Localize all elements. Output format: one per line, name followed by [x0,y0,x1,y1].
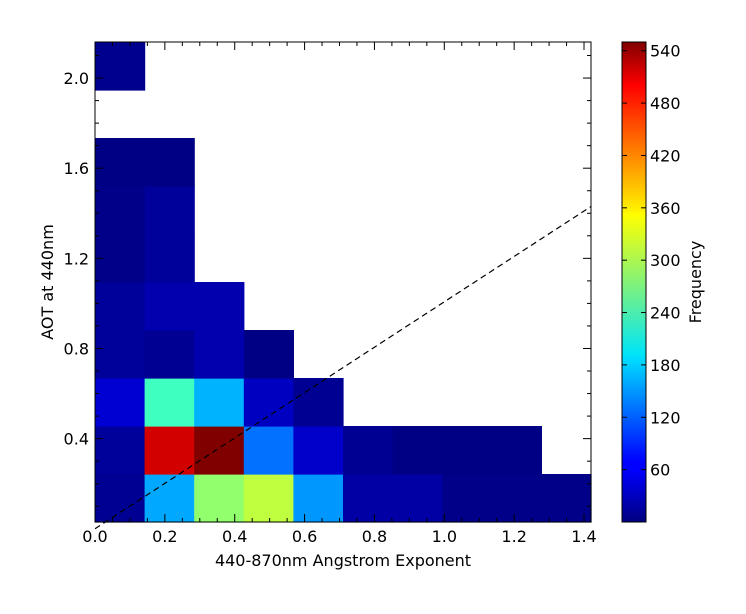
heatmap-cell [243,378,294,427]
x-axis: 0.0 0.2 0.4 0.6 0.8 1.0 1.2 1.4 [82,42,597,546]
x-tick-label: 0.4 [222,527,247,546]
x-tick-label: 0.8 [362,527,387,546]
heatmap-cell [144,378,195,427]
y-tick-label: 0.8 [64,339,89,358]
heatmap-cell [491,426,542,475]
x-tick-label: 0.0 [82,527,107,546]
colorbar-gradient [622,42,646,522]
heatmap-cell [95,42,146,91]
heatmap-cell [194,378,245,427]
colorbar-tick-label: 60 [650,461,670,480]
heatmap-cell [392,426,443,475]
heatmap-cell [144,474,195,523]
colorbar-frame [621,41,647,523]
y-tick-label: 2.0 [64,69,89,88]
heatmap-cell [293,426,344,475]
heatmap-cell [293,474,344,523]
heatmap-cell [442,474,493,523]
heatmap-cell [243,474,294,523]
heatmap-cell [343,474,394,523]
heatmap-cell [243,330,294,379]
x-tick-label: 1.2 [501,527,526,546]
heatmap-cell [144,330,195,379]
heatmap-cell [491,474,542,523]
heatmap-cell [95,330,146,379]
y-tick-label: 1.6 [64,159,89,178]
y-axis-label: AOT at 440nm [38,224,57,340]
heatmap-cell [194,474,245,523]
heatmap-cell [343,426,394,475]
y-tick-label: 0.4 [64,430,89,449]
y-tick-label: 1.2 [64,249,89,268]
x-tick-label: 0.6 [292,527,317,546]
reference-line [94,206,592,530]
colorbar-tick-label: 180 [650,356,681,375]
colorbar-ticks: 60 120 180 240 300 360 420 480 540 [622,42,681,480]
heatmap-cell [144,282,195,331]
heatmap-cell [194,330,245,379]
colorbar-tick-label: 360 [650,199,681,218]
heatmap-cell [392,474,443,523]
x-tick-label: 1.0 [432,527,457,546]
heatmap-cell [194,282,245,331]
heatmap-cell [144,426,195,475]
heatmap-cell [95,378,146,427]
heatmap-cells [95,42,592,523]
heatmap-cell [243,426,294,475]
colorbar-tick-label: 300 [650,251,681,270]
colorbar-tick-label: 120 [650,408,681,427]
heatmap-cell [144,186,195,235]
heatmap-cell [293,378,344,427]
heatmap-cell [95,426,146,475]
colorbar-tick-label: 240 [650,304,681,323]
heatmap-cell [95,282,146,331]
heatmap-cell [144,138,195,187]
colorbar-tick-label: 480 [650,94,681,113]
heatmap-cell [144,234,195,283]
heatmap-cell [95,186,146,235]
reference-line-layer [94,206,592,530]
heatmap-cell [95,234,146,283]
colorbar-label: Frequency [686,241,705,324]
colorbar-tick-label: 540 [650,42,681,61]
heatmap-cell [95,138,146,187]
x-tick-label: 0.2 [152,527,177,546]
x-tick-label: 1.4 [571,527,596,546]
y-axis: 0.4 0.8 1.2 1.6 2.0 [64,55,591,507]
plot-frame [94,41,592,523]
heatmap-cell [95,474,146,523]
heatmap-cell [194,426,245,475]
colorbar-tick-label: 420 [650,146,681,165]
heatmap-cell [541,474,592,523]
heatmap-cell [442,426,493,475]
x-axis-label: 440-870nm Angstrom Exponent [215,551,471,570]
